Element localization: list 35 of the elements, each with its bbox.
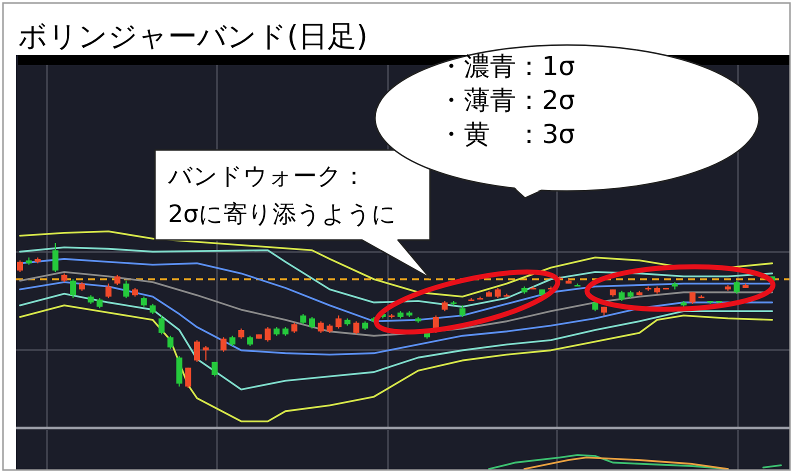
- candlestick: [158, 314, 165, 335]
- candlestick: [52, 242, 58, 273]
- chart-title: ボリンジャーバンド(日足): [18, 19, 368, 53]
- candlestick: [459, 304, 466, 318]
- candlestick: [167, 335, 174, 350]
- candlestick: [309, 316, 316, 330]
- candlestick: [494, 287, 501, 299]
- candlestick: [185, 367, 192, 389]
- candlestick: [238, 328, 244, 340]
- candlestick: [70, 278, 76, 299]
- candlestick: [336, 314, 342, 330]
- candlestick: [220, 336, 227, 352]
- text: バンドウォーク： 2σに寄り添うように: [167, 162, 396, 228]
- candlestick: [734, 280, 740, 294]
- candlestick: [105, 283, 112, 299]
- candlestick: [618, 290, 625, 302]
- candlestick: [202, 345, 209, 362]
- candlestick: [318, 320, 324, 334]
- candlestick: [291, 322, 298, 334]
- candlestick: [17, 260, 23, 273]
- candlestick: [194, 340, 200, 362]
- candlestick: [123, 280, 130, 299]
- candlestick: [300, 313, 306, 325]
- candlestick: [140, 296, 147, 308]
- text: ・濃青：1σ ・薄青：2σ ・黄 ：3σ: [438, 52, 576, 150]
- candlestick: [229, 335, 236, 347]
- candlestick: [592, 300, 598, 312]
- candlestick: [96, 298, 103, 309]
- candlestick: [442, 300, 448, 312]
- candlestick: [114, 274, 120, 286]
- candlestick: [212, 361, 218, 377]
- candlestick: [247, 335, 254, 347]
- candlestick: [264, 326, 271, 342]
- candlestick: [353, 320, 360, 335]
- candlestick: [150, 303, 156, 315]
